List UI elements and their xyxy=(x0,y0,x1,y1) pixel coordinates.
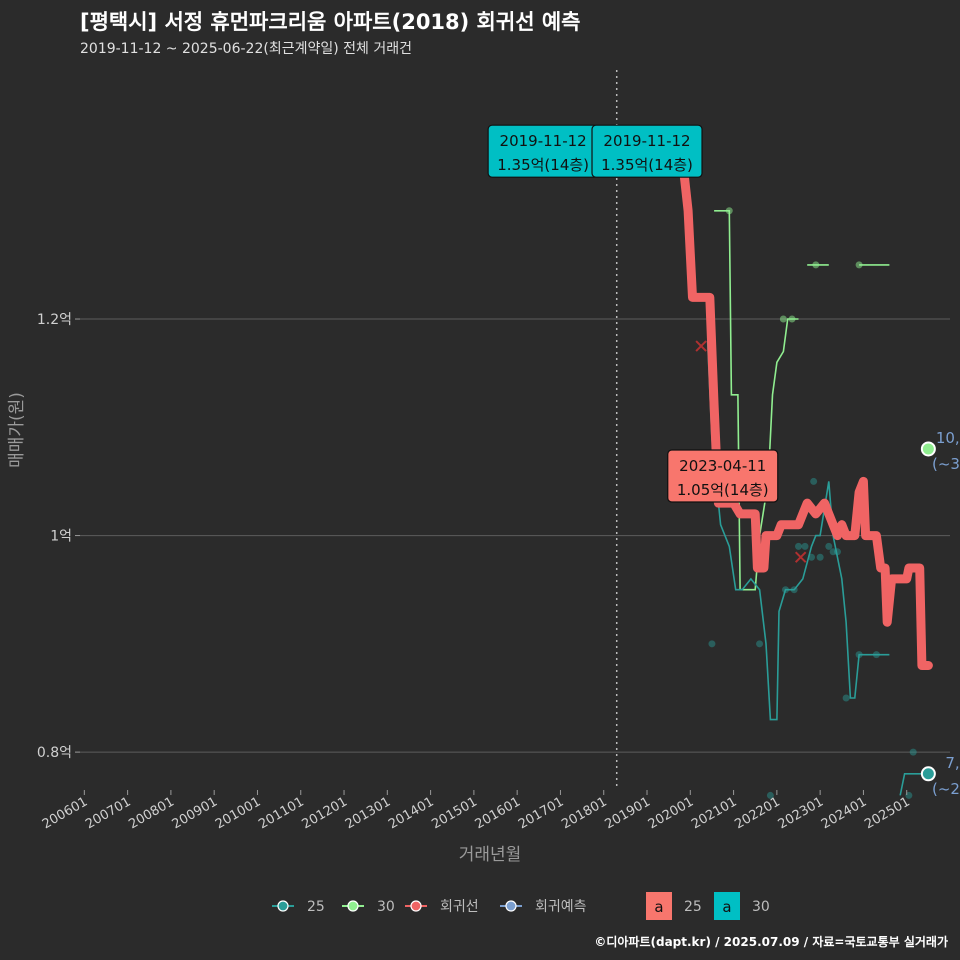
legend-item-25: 25 xyxy=(272,899,325,915)
x-marker xyxy=(695,340,707,352)
legend-key-marker xyxy=(347,900,359,912)
scatter-point-25 xyxy=(829,548,837,556)
x-marker xyxy=(794,551,807,563)
annotation-price: 1.05억(14층) xyxy=(677,481,769,499)
annotation-label: 2019-11-12 1.35억(14층) xyxy=(591,124,703,178)
source-caption: ©디아파트(dapt.kr) / 2025.07.09 / 자료=국토교통부 실… xyxy=(594,935,948,949)
legend-key-marker xyxy=(410,900,422,912)
x-tick-label: 201001 xyxy=(213,794,263,832)
annotation-label: 2023-04-11 1.05억(14층) xyxy=(667,449,779,503)
x-tick-label: 201101 xyxy=(256,794,306,832)
chart-title: [평택시] 서정 휴먼파크리움 아파트(2018) 회귀선 예측 xyxy=(80,10,581,34)
x-tick-label: 202401 xyxy=(819,794,869,832)
scatter-point-25 xyxy=(810,477,818,485)
legend-item-30: 30 xyxy=(342,899,395,915)
legend-label: 30 xyxy=(377,899,395,915)
endpoint-marker-30 xyxy=(920,441,936,457)
annotation-box xyxy=(591,124,703,178)
chart-subtitle: 2019-11-12 ~ 2025-06-22(최근계약일) 전체 거래건 xyxy=(80,41,412,57)
legend-label: 회귀선 xyxy=(440,899,479,915)
y-tick-label: 1억 xyxy=(50,529,72,545)
x-axis-title: 거래년월 xyxy=(459,845,522,865)
legend-label: 25 xyxy=(684,899,702,915)
scatter-point-25 xyxy=(842,694,850,702)
scatter-point-25 xyxy=(766,791,774,799)
x-tick-label: 202501 xyxy=(862,794,912,832)
x-tick-label: 201301 xyxy=(343,794,393,832)
scatter-point-25 xyxy=(816,553,824,561)
y-axis-title: 매매가(원) xyxy=(7,392,27,468)
legend-label-box-30: a 30 xyxy=(714,892,770,920)
legend-key-marker xyxy=(277,900,289,912)
scatter-point-25 xyxy=(909,748,917,756)
legend: 25 30 회귀선 회귀예측 a 25 a 30 xyxy=(272,892,770,920)
endpoint-value-label: 7,800 xyxy=(945,754,960,772)
endpoint-area-label: (~30㎡) xyxy=(932,455,960,473)
annotation-date: 2019-11-12 xyxy=(500,132,587,150)
axis-layer: 0.8억 1억 1.2억 200601200701200801200901201001… xyxy=(7,312,913,865)
regression-line xyxy=(677,146,933,670)
legend-item-회귀선: 회귀선 xyxy=(405,899,479,915)
scatter-point-30 xyxy=(779,315,787,323)
x-tick-label: 200701 xyxy=(83,794,133,832)
scatter-point-25 xyxy=(795,542,803,550)
annotation-date: 2019-11-12 xyxy=(603,132,690,150)
legend-label: 30 xyxy=(752,899,770,915)
x-tick-label: 202301 xyxy=(776,794,826,832)
annotation-price: 1.35억(14층) xyxy=(497,156,589,174)
endpoint-area-label: (~25㎡) xyxy=(932,780,960,798)
legend-swatch xyxy=(646,892,672,920)
x-tick-label: 200801 xyxy=(126,794,176,832)
y-tick-label: 1.2억 xyxy=(37,312,72,328)
x-tick-label: 202001 xyxy=(646,794,696,832)
legend-swatch-glyph: a xyxy=(654,898,663,916)
scatter-point-25 xyxy=(825,542,833,550)
x-tick-label: 201901 xyxy=(603,794,653,832)
x-tick-label: 200601 xyxy=(40,794,90,832)
endpoint-marker-25 xyxy=(920,766,936,782)
x-tick-label: 200901 xyxy=(170,794,220,832)
x-tick-label: 201401 xyxy=(386,794,436,832)
scatter-point-25 xyxy=(708,640,716,648)
legend-swatch-glyph: a xyxy=(722,898,731,916)
x-tick-label: 202201 xyxy=(732,794,782,832)
x-tick-label: 201501 xyxy=(429,794,479,832)
series-line-25-tail xyxy=(899,772,924,796)
endpoint-value-label: 10,800 xyxy=(936,429,960,447)
legend-swatch xyxy=(714,892,740,920)
x-tick-label: 201601 xyxy=(473,794,523,832)
annotation-date: 2023-04-11 xyxy=(679,457,766,475)
grid-layer xyxy=(80,70,950,790)
scatter-point-25 xyxy=(801,542,809,550)
x-tick-label: 201701 xyxy=(516,794,566,832)
legend-key-marker xyxy=(505,900,517,912)
x-tick-label: 202101 xyxy=(689,794,739,832)
x-tick-label: 201201 xyxy=(300,794,350,832)
legend-label: 회귀예측 xyxy=(535,899,587,915)
series-layer: 10,800 (~30㎡) 7,800 (~25㎡) xyxy=(664,146,960,799)
series-line-25 xyxy=(706,340,890,721)
legend-label-box-25: a 25 xyxy=(646,892,702,920)
scatter-point-25 xyxy=(756,640,764,648)
annotation-layer: 2019-11-12 1.35억(14층) 2019-11-12 1.35억(14층)… xyxy=(487,124,779,503)
annotation-box xyxy=(667,449,779,503)
annotation-label: 2019-11-12 1.35억(14층) xyxy=(487,124,599,178)
y-tick-label: 0.8억 xyxy=(37,745,72,761)
x-tick-label: 201801 xyxy=(559,794,609,832)
annotation-price: 1.35억(14층) xyxy=(601,156,693,174)
legend-item-회귀예측: 회귀예측 xyxy=(500,899,587,915)
legend-label: 25 xyxy=(307,899,325,915)
